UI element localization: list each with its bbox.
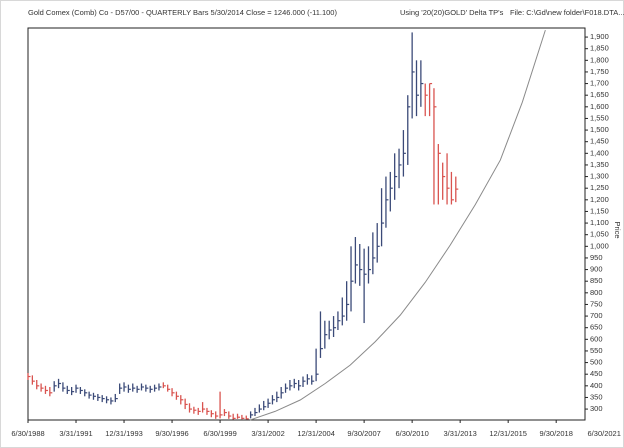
x-tick-label: 9/30/1996: [155, 429, 188, 438]
annotation: Using '20(20)GOLD' Delta TP's: [400, 8, 504, 17]
x-tick-label: 6/30/2021: [588, 429, 621, 438]
y-tick-label: 850: [590, 276, 603, 285]
y-tick-label: 1,350: [590, 160, 609, 169]
y-tick-label: 750: [590, 299, 603, 308]
y-tick-label: 1,400: [590, 148, 609, 157]
y-tick-label: 1,050: [590, 230, 609, 239]
y-tick-label: 1,700: [590, 79, 609, 88]
y-tick-label: 1,900: [590, 32, 609, 41]
annotation: File: C:\Gd\new folder\F018.DTA...: [510, 8, 624, 17]
y-tick-label: 450: [590, 369, 603, 378]
y-tick-label: 700: [590, 311, 603, 320]
x-tick-label: 12/31/2015: [489, 429, 527, 438]
y-tick-label: 800: [590, 288, 603, 297]
y-tick-label: 1,550: [590, 113, 609, 122]
y-tick-label: 350: [590, 392, 603, 401]
y-tick-label: 1,450: [590, 137, 609, 146]
x-tick-label: 9/30/2018: [540, 429, 573, 438]
y-tick-label: 1,250: [590, 183, 609, 192]
x-tick-label: 3/31/2013: [443, 429, 476, 438]
y-tick-label: 550: [590, 346, 603, 355]
y-tick-label: 1,300: [590, 172, 609, 181]
y-axis-label: Price: [613, 221, 622, 238]
trend-curve: [249, 29, 546, 421]
x-tick-label: 6/30/2010: [395, 429, 428, 438]
y-tick-label: 1,850: [590, 44, 609, 53]
plot-area: [27, 27, 586, 421]
y-tick-label: 1,100: [590, 218, 609, 227]
y-tick-label: 900: [590, 265, 603, 274]
y-tick-label: 1,600: [590, 102, 609, 111]
x-tick-label: 12/31/1993: [105, 429, 143, 438]
y-tick-label: 400: [590, 381, 603, 390]
y-tick-label: 650: [590, 323, 603, 332]
y-tick-label: 1,150: [590, 206, 609, 215]
y-tick-label: 600: [590, 334, 603, 343]
x-tick-label: 3/31/2002: [251, 429, 284, 438]
y-tick-label: 1,200: [590, 195, 609, 204]
y-tick-label: 1,500: [590, 125, 609, 134]
y-tick-label: 1,650: [590, 90, 609, 99]
x-tick-label: 9/30/2007: [347, 429, 380, 438]
x-tick-label: 6/30/1999: [203, 429, 236, 438]
y-tick-label: 300: [590, 404, 603, 413]
x-tick-label: 6/30/1988: [11, 429, 44, 438]
chart-title: Gold Comex (Comb) Co - D57/00 - QUARTERL…: [28, 8, 337, 17]
x-tick-label: 3/31/1991: [59, 429, 92, 438]
y-tick-label: 1,800: [590, 55, 609, 64]
y-tick-label: 500: [590, 358, 603, 367]
y-tick-label: 950: [590, 253, 603, 262]
y-tick-label: 1,000: [590, 241, 609, 250]
x-tick-label: 12/31/2004: [297, 429, 335, 438]
y-tick-label: 1,750: [590, 67, 609, 76]
